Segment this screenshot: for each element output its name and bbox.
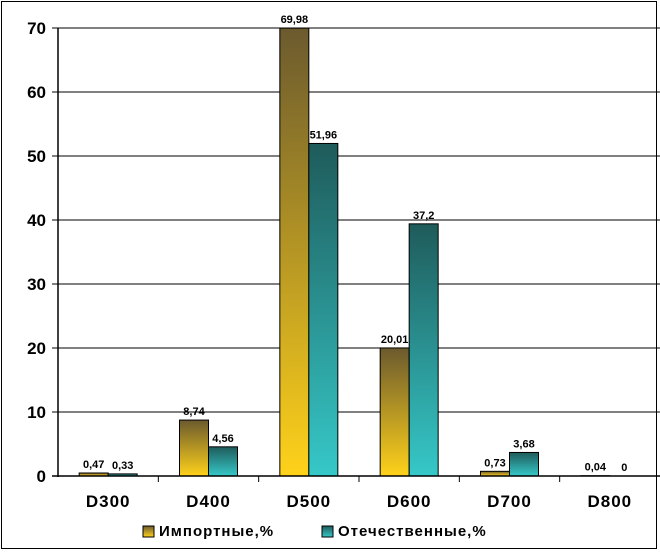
bar-d400-series-1 (179, 419, 209, 477)
data-label: 51,96 (310, 129, 338, 141)
y-tick-label: 10 (27, 403, 46, 422)
data-label: 4,56 (212, 433, 233, 445)
data-label: 3,68 (513, 438, 534, 450)
data-label: 69,98 (281, 14, 309, 26)
legend-label: Импортные,% (159, 523, 274, 540)
data-label: 0,33 (112, 460, 133, 472)
bar-d500-series-2 (308, 142, 339, 477)
data-label: 0,73 (484, 457, 505, 469)
data-label: 20,01 (381, 334, 409, 346)
y-tick-label: 40 (27, 211, 46, 230)
y-tick-label: 20 (27, 339, 46, 358)
bar-d500-series-1 (279, 27, 310, 477)
legend-label: Отечественные,% (338, 523, 487, 540)
axes: 0 10 20 30 40 50 60 70 D300 D400 D500 D600 D700 D800 (27, 19, 660, 511)
bar-d600-series-2 (408, 223, 439, 477)
bar-d600-series-1 (379, 347, 410, 477)
data-label: 0,04 (585, 462, 607, 474)
y-tick-label: 30 (27, 275, 46, 294)
y-tick-label: 70 (27, 19, 46, 38)
data-label: 0 (621, 462, 627, 474)
bar-d400-series-2 (208, 446, 238, 477)
data-label: 8,74 (183, 406, 205, 418)
x-tick-label: D700 (487, 492, 532, 511)
bars (78, 27, 611, 477)
data-label: 37,2 (413, 210, 434, 222)
y-tick-label: 50 (27, 147, 46, 166)
y-tick-label: 60 (27, 83, 46, 102)
x-tick-label: D600 (387, 492, 432, 511)
x-tick-label: D800 (588, 492, 633, 511)
grid-lines (58, 27, 660, 413)
x-tick-label: D400 (186, 492, 231, 511)
data-label: 0,47 (83, 459, 104, 471)
legend: Импортные,% Отечественные,% (142, 523, 487, 540)
data-labels: 0,47 0,33 8,74 4,56 69,98 51,96 20,01 37,2 0,73 3… (83, 14, 627, 474)
bar-d700-series-2 (509, 451, 539, 477)
x-tick-label: D300 (86, 492, 131, 511)
legend-swatch (142, 525, 155, 538)
y-tick-label: 0 (37, 467, 46, 486)
x-tick-label: D500 (287, 492, 332, 511)
legend-swatch (321, 525, 334, 538)
